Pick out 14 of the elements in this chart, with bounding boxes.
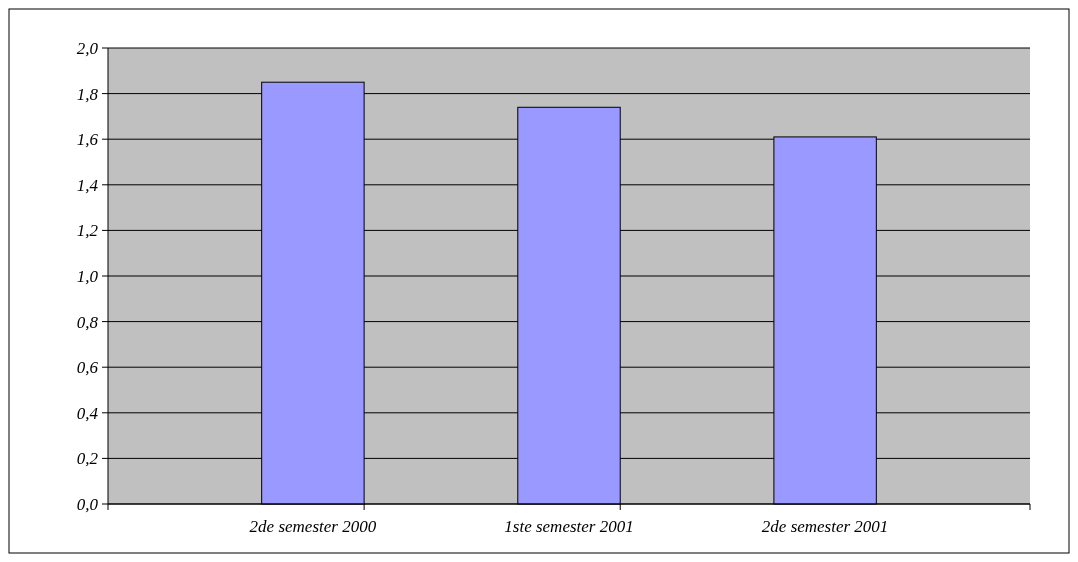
y-tick-label: 0,0 — [76, 494, 99, 514]
y-tick-label: 2,0 — [76, 38, 99, 58]
y-tick-label: 0,8 — [76, 312, 99, 332]
y-tick-label: 1,6 — [76, 130, 99, 150]
y-tick-label: 1,4 — [76, 175, 99, 195]
y-tick-label: 0,2 — [76, 449, 99, 469]
x-tick-label: 2de semester 2000 — [249, 517, 377, 536]
x-tick-label: 2de semester 2001 — [761, 517, 889, 536]
x-tick-label: 1ste semester 2001 — [504, 517, 634, 536]
y-tick-label: 0,4 — [76, 403, 99, 423]
y-tick-label: 1,8 — [76, 84, 99, 104]
y-tick-label: 0,6 — [76, 358, 99, 378]
y-tick-label: 1,0 — [76, 266, 99, 286]
y-tick-label: 1,2 — [76, 221, 99, 241]
